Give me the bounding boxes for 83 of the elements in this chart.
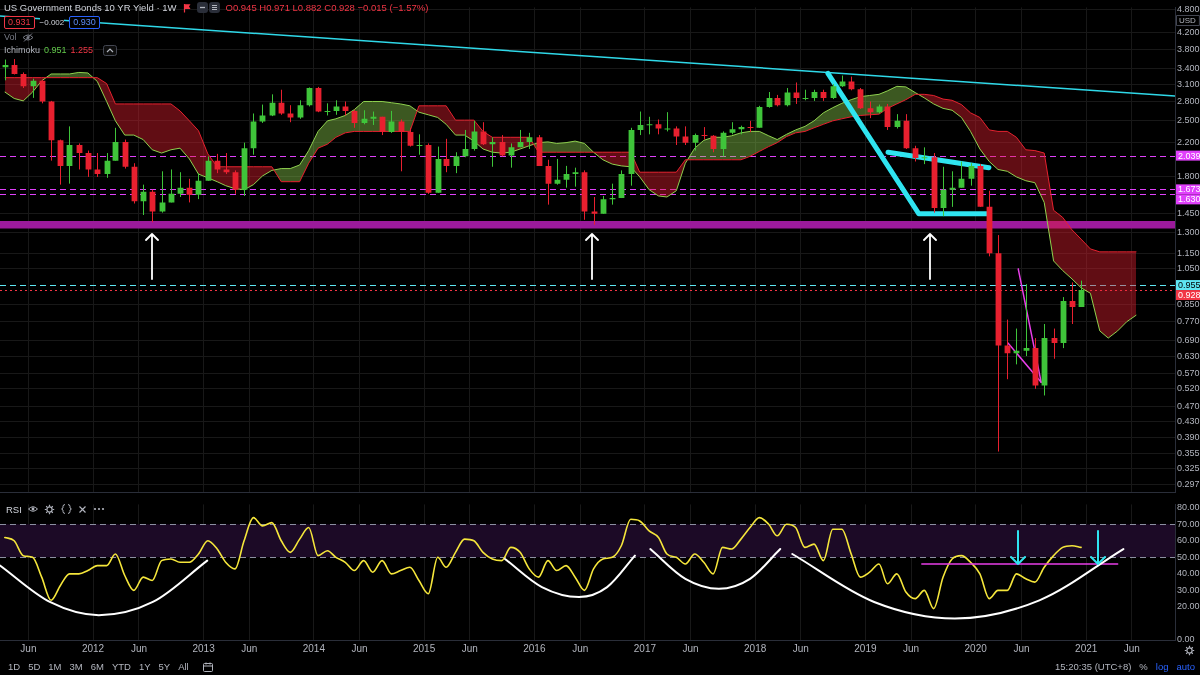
text: 5Y: [158, 661, 171, 672]
x-tick-label: 2013: [192, 642, 216, 654]
y-tick-label: 0.470: [1177, 400, 1200, 411]
text: auto: [1176, 661, 1195, 672]
y-tick-label: 4.200: [1177, 26, 1200, 37]
x-tick-label: Jun: [792, 642, 809, 654]
x-tick-label: Jun: [351, 642, 368, 654]
x-tick-label: 2014: [302, 642, 326, 654]
y-tick-label: 3.100: [1177, 78, 1200, 89]
x-tick-label: Jun: [20, 642, 37, 654]
y-tick-label: 2.200: [1177, 137, 1200, 148]
chart-title: US Government Bonds 10 YR Yield · 1W: [4, 2, 177, 13]
y-tick-label: 0.630: [1177, 350, 1200, 361]
x-tick-label: Jun: [130, 642, 148, 654]
y-tick-label: 1.050: [1177, 263, 1200, 274]
x-tick-label: 2021: [1075, 642, 1098, 654]
y-tick-label: 0.00: [1177, 634, 1195, 645]
y-tick-label: 20.00: [1177, 601, 1200, 612]
ref-line-label: 0.955: [1178, 280, 1200, 291]
text: 5D: [28, 661, 41, 672]
text: 15:20:35 (UTC+8): [1055, 661, 1132, 672]
y-tick-label: 50.00: [1177, 551, 1200, 562]
x-tick-label: Jun: [572, 642, 589, 654]
y-tick-label: 30.00: [1177, 584, 1200, 595]
y-tick-label: 1.150: [1177, 247, 1200, 258]
y-tick-label: 2.800: [1177, 95, 1200, 106]
annotation: 1.255: [70, 45, 94, 55]
x-tick-label: 2016: [523, 642, 546, 654]
y-tick-label: 1.450: [1177, 208, 1200, 219]
y-tick-label: 0.690: [1177, 335, 1200, 345]
text: 1D: [8, 661, 21, 672]
ref-line-label: 2.039: [1178, 150, 1200, 161]
y-tick-label: 70.00: [1177, 518, 1200, 529]
annotation: O0.945 H0.971 L0.882 C0.928 −0.015 (−1.57%): [225, 2, 429, 13]
x-tick-label: Jun: [1123, 642, 1140, 654]
text: 3M: [69, 661, 83, 672]
y-tick-label: 0.355: [1177, 448, 1200, 459]
annotation: Vol: [4, 32, 17, 42]
y-axis-title: USD: [1179, 16, 1197, 26]
y-tick-label: 60.00: [1177, 535, 1200, 546]
y-tick-label: 2.500: [1177, 115, 1200, 126]
y-tick-label: 3.400: [1177, 62, 1200, 73]
text: 1Y: [138, 661, 151, 672]
x-tick-label: Jun: [902, 642, 920, 654]
y-tick-label: 0.850: [1177, 299, 1200, 310]
x-tick-label: 2012: [81, 642, 105, 654]
y-tick-label: 0.297: [1177, 478, 1200, 489]
x-tick-label: 2020: [964, 642, 988, 654]
x-tick-label: Jun: [241, 642, 258, 654]
annotation: −0.002: [39, 18, 65, 27]
text: 6M: [90, 661, 104, 672]
annotation: 0.930: [69, 16, 100, 29]
y-tick-label: 0.520: [1177, 383, 1200, 394]
y-tick-label: 0.325: [1177, 463, 1200, 474]
x-tick-label: 2018: [744, 642, 767, 654]
text: %: [1139, 661, 1148, 672]
y-tick-label: 1.800: [1177, 171, 1200, 182]
chart-title: RSI: [6, 503, 22, 515]
annotation: Ichimoku: [4, 45, 41, 55]
x-tick-label: 2017: [633, 642, 657, 654]
ref-line-label: 1.673: [1178, 184, 1200, 195]
ref-line-label: 1.630: [1178, 194, 1200, 205]
text: 1M: [48, 661, 62, 672]
y-tick-label: 40.00: [1177, 568, 1200, 579]
x-tick-label: Jun: [682, 642, 699, 654]
text: YTD: [111, 661, 131, 672]
x-tick-label: Jun: [1013, 642, 1030, 654]
y-tick-label: 80.00: [1177, 502, 1200, 513]
x-tick-label: 2019: [854, 642, 877, 654]
y-tick-label: 0.770: [1177, 316, 1200, 327]
y-tick-label: 4.800: [1177, 4, 1200, 14]
annotation: 0.951: [44, 45, 67, 55]
y-tick-label: 0.430: [1177, 415, 1200, 426]
y-tick-label: 1.300: [1177, 226, 1200, 237]
y-tick-label: 3.800: [1177, 43, 1200, 54]
text: log: [1155, 661, 1169, 672]
x-tick-label: 2015: [412, 642, 436, 654]
ref-line-label: 0.928: [1178, 290, 1200, 301]
text: All: [178, 661, 189, 672]
annotation: 0.931: [4, 16, 35, 29]
y-tick-label: 0.390: [1177, 432, 1200, 443]
y-tick-label: 0.570: [1177, 367, 1200, 378]
x-tick-label: Jun: [461, 642, 478, 654]
